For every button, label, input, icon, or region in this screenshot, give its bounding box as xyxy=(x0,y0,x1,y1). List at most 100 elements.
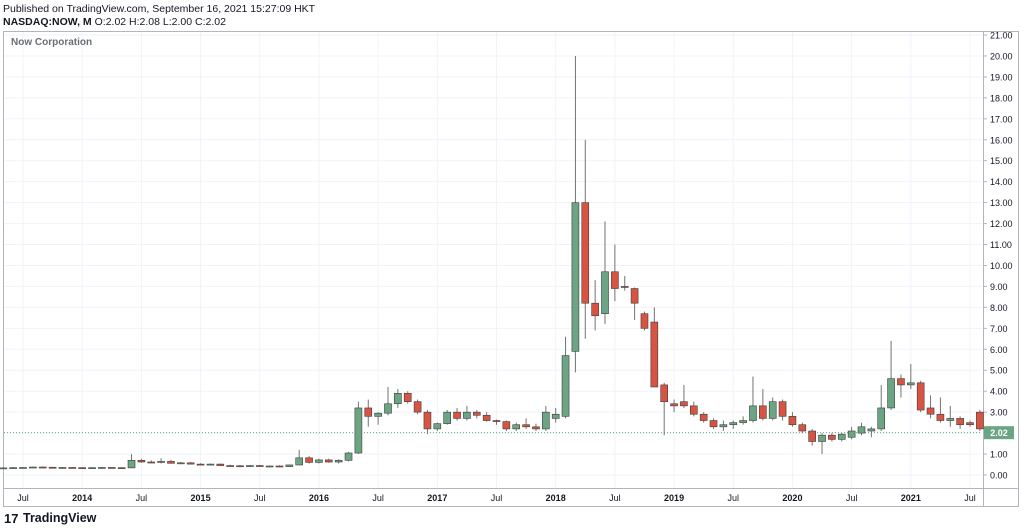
candle-body xyxy=(689,405,698,415)
candle-body xyxy=(443,411,451,424)
candle-body xyxy=(630,288,639,304)
candle-body xyxy=(354,407,363,454)
candle-body xyxy=(739,420,747,423)
candle-body xyxy=(157,461,165,463)
y-tick-label: 11.00 xyxy=(990,240,1012,250)
tradingview-logo-icon: 17 xyxy=(4,512,18,524)
candle-body xyxy=(9,467,17,469)
candle-body xyxy=(670,403,678,407)
candle-body xyxy=(167,461,175,464)
candle-body xyxy=(867,428,876,432)
candle-body xyxy=(591,302,599,317)
y-tick-label: 9.00 xyxy=(990,282,1008,292)
chart-title: Now Corporation xyxy=(11,37,93,48)
candle-body xyxy=(522,424,530,428)
y-tick-label: 18.00 xyxy=(990,93,1013,103)
candle-body xyxy=(818,434,826,442)
x-tick-label: 2018 xyxy=(546,493,566,503)
candle-body xyxy=(58,467,67,469)
candle-body xyxy=(601,271,609,314)
high-label: H: xyxy=(129,16,140,28)
x-tick-label: 2014 xyxy=(72,493,92,503)
candle-body xyxy=(246,465,254,467)
y-tick-label: 7.00 xyxy=(990,324,1008,334)
candle-body xyxy=(640,313,649,329)
candle-body xyxy=(808,430,816,442)
candle-body xyxy=(847,430,856,438)
candle-body xyxy=(966,422,974,426)
candle-body xyxy=(344,452,353,461)
x-tick-label: Jul xyxy=(372,493,384,503)
y-tick-label: 14.00 xyxy=(990,177,1013,187)
candle-body xyxy=(482,414,491,421)
candle-body xyxy=(196,463,205,466)
candle-body xyxy=(68,467,77,469)
candle-body xyxy=(611,271,619,289)
x-tick-label: 2019 xyxy=(664,493,684,503)
candle-body xyxy=(976,411,984,430)
candle-body xyxy=(887,378,895,409)
candle-body xyxy=(561,355,570,417)
candle-body xyxy=(749,405,757,421)
candle-body xyxy=(571,202,580,352)
y-tick-label: 4.00 xyxy=(990,387,1008,397)
candle-body xyxy=(650,321,659,388)
candle-body xyxy=(709,420,718,428)
candle-body xyxy=(48,466,57,469)
candle-body xyxy=(78,467,86,469)
candle-body xyxy=(837,433,846,440)
candle-body xyxy=(206,463,215,466)
tradingview-brand[interactable]: 17 TradingView xyxy=(4,509,96,527)
y-tick-label: 17.00 xyxy=(990,114,1013,124)
candle-body xyxy=(29,466,37,469)
x-tick-label: Jul xyxy=(846,493,858,503)
candle-body xyxy=(226,465,234,467)
x-tick-label: Jul xyxy=(254,493,266,503)
candle-body xyxy=(98,467,106,469)
candle-body xyxy=(857,426,866,434)
candle-body xyxy=(759,405,767,419)
y-tick-label: 8.00 xyxy=(990,303,1008,313)
candle-body xyxy=(778,401,787,417)
y-tick-label: 21.00 xyxy=(990,31,1013,41)
candle-body xyxy=(956,418,964,426)
symbol-ohlc-line: NASDAQ:NOW, M O:2.02 H:2.08 L:2.00 C:2.0… xyxy=(3,16,315,29)
close-label: C: xyxy=(195,16,206,28)
candle-body xyxy=(364,407,373,417)
candle-body xyxy=(492,420,501,422)
candle-body xyxy=(265,465,274,468)
candle-body xyxy=(719,424,728,428)
candle-body xyxy=(502,421,511,430)
open-value: 2.02 xyxy=(105,16,127,28)
y-tick-label: 1.00 xyxy=(990,450,1008,460)
y-tick-label: 0.00 xyxy=(990,471,1008,481)
x-tick-label: Jul xyxy=(609,493,621,503)
brand-name: TradingView xyxy=(23,511,97,525)
y-tick-label: 10.00 xyxy=(990,261,1013,271)
candle-body xyxy=(532,426,540,430)
x-tick-label: 2016 xyxy=(309,493,329,503)
candle-body xyxy=(453,411,461,419)
logo-glyph: 17 xyxy=(4,512,18,524)
published-note: Published on TradingView.com, September … xyxy=(3,3,316,15)
x-tick-label: Jul xyxy=(491,493,503,503)
y-tick-label: 16.00 xyxy=(990,135,1013,145)
candle-body xyxy=(699,413,708,421)
high-value: 2.08 xyxy=(139,16,160,28)
candle-body xyxy=(325,459,333,463)
candle-body xyxy=(374,412,382,417)
open-label: O: xyxy=(94,16,106,28)
candle-body xyxy=(137,460,146,463)
chart-header: Published on TradingView.com, September … xyxy=(3,3,315,29)
chart-frame xyxy=(3,31,1019,507)
y-tick-label: 13.00 xyxy=(990,198,1013,208)
candle-body xyxy=(729,422,738,426)
candle-body xyxy=(186,462,195,465)
candle-body xyxy=(216,463,225,466)
candle-body xyxy=(147,461,156,464)
candle-body xyxy=(581,202,590,304)
y-tick-label: 6.00 xyxy=(990,345,1008,355)
candle-body xyxy=(295,457,304,466)
candle-body xyxy=(512,424,521,430)
